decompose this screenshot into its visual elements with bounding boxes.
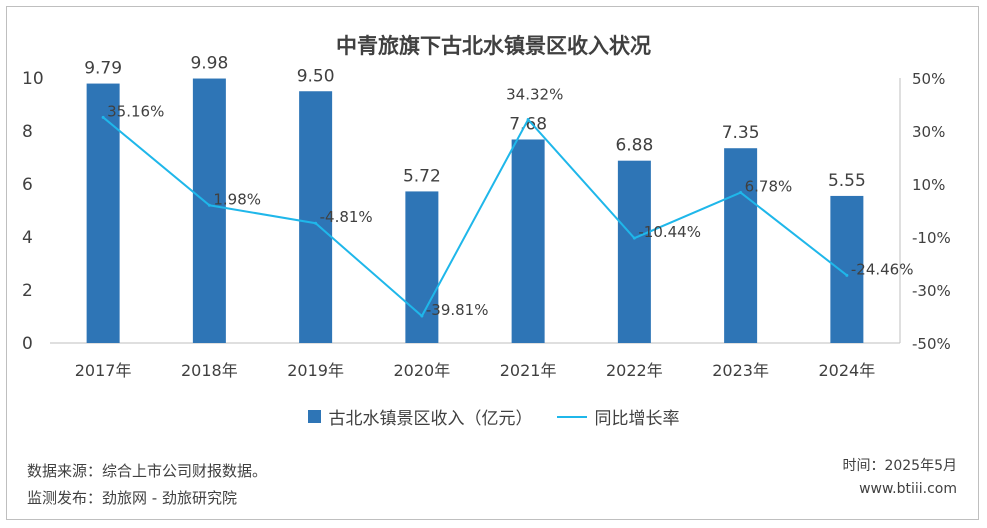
right-axis-tick-label: 50% bbox=[912, 70, 945, 88]
legend-item-revenue: 古北水镇景区收入（亿元） bbox=[307, 404, 533, 429]
growth-point bbox=[526, 118, 530, 122]
footer-source: 数据来源：综合上市公司财报数据。 bbox=[27, 462, 268, 480]
right-axis-tick-label: 10% bbox=[912, 176, 945, 194]
right-axis-tick-label: 30% bbox=[912, 123, 945, 141]
legend-label-revenue: 古北水镇景区收入（亿元） bbox=[328, 409, 533, 429]
footer-monitor: 监测发布：劲旅网 - 劲旅研究院 bbox=[27, 489, 237, 507]
footer-time: 时间：2025年5月 bbox=[842, 458, 957, 474]
growth-point bbox=[420, 314, 424, 318]
right-axis-tick-label: -10% bbox=[912, 229, 951, 247]
bar-revenue bbox=[830, 195, 864, 343]
growth-value-label: 6.78% bbox=[745, 178, 793, 196]
chart-title: 中青旅旗下古北水镇景区收入状况 bbox=[336, 34, 651, 58]
growth-point bbox=[632, 236, 636, 240]
bar-value-label: 9.50 bbox=[297, 66, 335, 86]
bar-revenue bbox=[192, 78, 226, 343]
growth-value-label: -24.46% bbox=[851, 260, 914, 278]
bar-value-label: 9.98 bbox=[190, 54, 228, 74]
right-axis-tick-label: -50% bbox=[912, 335, 951, 353]
bar-revenue bbox=[617, 160, 651, 343]
bar-value-label: 5.72 bbox=[403, 166, 441, 186]
left-axis-tick-label: 8 bbox=[22, 122, 33, 142]
left-axis-tick-label: 4 bbox=[22, 228, 33, 248]
x-axis-tick-label: 2022年 bbox=[606, 361, 663, 380]
chart-frame bbox=[6, 6, 979, 520]
bar-value-label: 5.55 bbox=[828, 171, 866, 191]
bar-revenue bbox=[511, 139, 545, 343]
left-axis-tick-label: 6 bbox=[22, 175, 33, 195]
growth-line bbox=[102, 116, 848, 318]
x-axis-tick-label: 2017年 bbox=[75, 361, 132, 380]
growth-value-label: -10.44% bbox=[638, 223, 701, 241]
left-axis-tick-label: 0 bbox=[22, 334, 33, 354]
growth-value-label: 34.32% bbox=[506, 86, 563, 104]
growth-value-label: -39.81% bbox=[426, 301, 489, 319]
bar-revenue bbox=[405, 191, 439, 343]
left-axis-tick-label: 2 bbox=[22, 281, 33, 301]
bar-value-label: 7.35 bbox=[722, 123, 760, 143]
x-axis-tick-label: 2021年 bbox=[500, 361, 557, 380]
growth-point bbox=[101, 115, 105, 119]
bar-revenue bbox=[299, 91, 333, 343]
x-axis-tick-label: 2019年 bbox=[287, 361, 344, 380]
footer-site: www.btiii.com bbox=[859, 481, 957, 497]
right-axis-tick-label: -30% bbox=[912, 282, 951, 300]
x-axis-tick-label: 2018年 bbox=[181, 361, 238, 380]
legend-item-growth: 同比增长率 bbox=[556, 404, 680, 429]
legend-label-growth: 同比增长率 bbox=[594, 409, 680, 429]
growth-point bbox=[739, 191, 743, 195]
growth-value-label: 35.16% bbox=[107, 102, 164, 120]
bar-revenue bbox=[86, 83, 120, 343]
legend-swatch-line bbox=[556, 415, 587, 418]
growth-value-label: 1.98% bbox=[213, 190, 261, 208]
x-axis-tick-label: 2023年 bbox=[712, 361, 769, 380]
x-axis-tick-label: 2020年 bbox=[394, 361, 451, 380]
bar-value-label: 6.88 bbox=[615, 136, 653, 156]
chart-legend: 古北水镇景区收入（亿元） 同比增长率 bbox=[0, 404, 987, 429]
bar-value-label: 7.68 bbox=[509, 114, 547, 134]
left-axis-tick-label: 10 bbox=[22, 69, 44, 89]
growth-point bbox=[314, 221, 318, 225]
growth-value-label: -4.81% bbox=[320, 208, 373, 226]
growth-point bbox=[845, 273, 849, 277]
x-axis-tick-label: 2024年 bbox=[819, 361, 876, 380]
legend-swatch-bar bbox=[307, 410, 321, 423]
bar-value-label: 9.79 bbox=[84, 59, 122, 79]
growth-point bbox=[207, 203, 211, 207]
bar-revenue bbox=[724, 148, 758, 343]
